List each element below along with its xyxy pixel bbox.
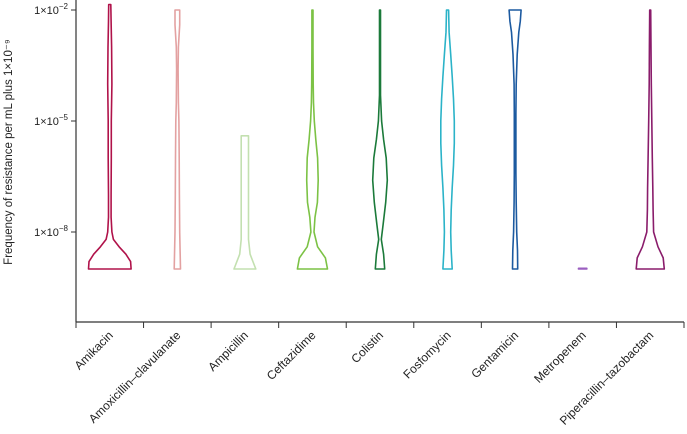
x-category-label: Metropenem xyxy=(531,328,589,386)
y-tick-label: 1×10−2 xyxy=(34,2,68,17)
x-category-label: Ampicillin xyxy=(205,328,251,374)
y-axis-title: Frequency of resistance per mL plus 1×10… xyxy=(3,39,15,265)
violin-amoxicillin-clavulanate xyxy=(173,9,182,270)
y-tick-label: 1×10−8 xyxy=(34,224,68,239)
y-axis-ticks: 1×10−2 1×10−5 1×10−8 xyxy=(34,2,76,239)
x-category-label: Colistin xyxy=(348,328,386,366)
x-category-label: Gentamicin xyxy=(468,328,521,381)
violin-fosfomycin xyxy=(440,9,456,270)
violin-ampicillin xyxy=(233,135,257,270)
violin-ceftazidime xyxy=(296,9,329,270)
violin-gentamicin xyxy=(508,9,522,270)
violin-amikacin xyxy=(87,3,132,270)
violin-colistin xyxy=(371,9,389,270)
violin-piperacillin-tazobactam xyxy=(635,9,666,270)
x-category-label: Amikacin xyxy=(72,328,116,372)
violin-metropenem xyxy=(577,267,588,270)
x-category-label: Ceftazidime xyxy=(264,328,319,383)
x-category-label: Fosfomycin xyxy=(400,328,453,381)
plot-area xyxy=(87,3,666,270)
y-tick-label: 1×10−5 xyxy=(34,113,68,128)
